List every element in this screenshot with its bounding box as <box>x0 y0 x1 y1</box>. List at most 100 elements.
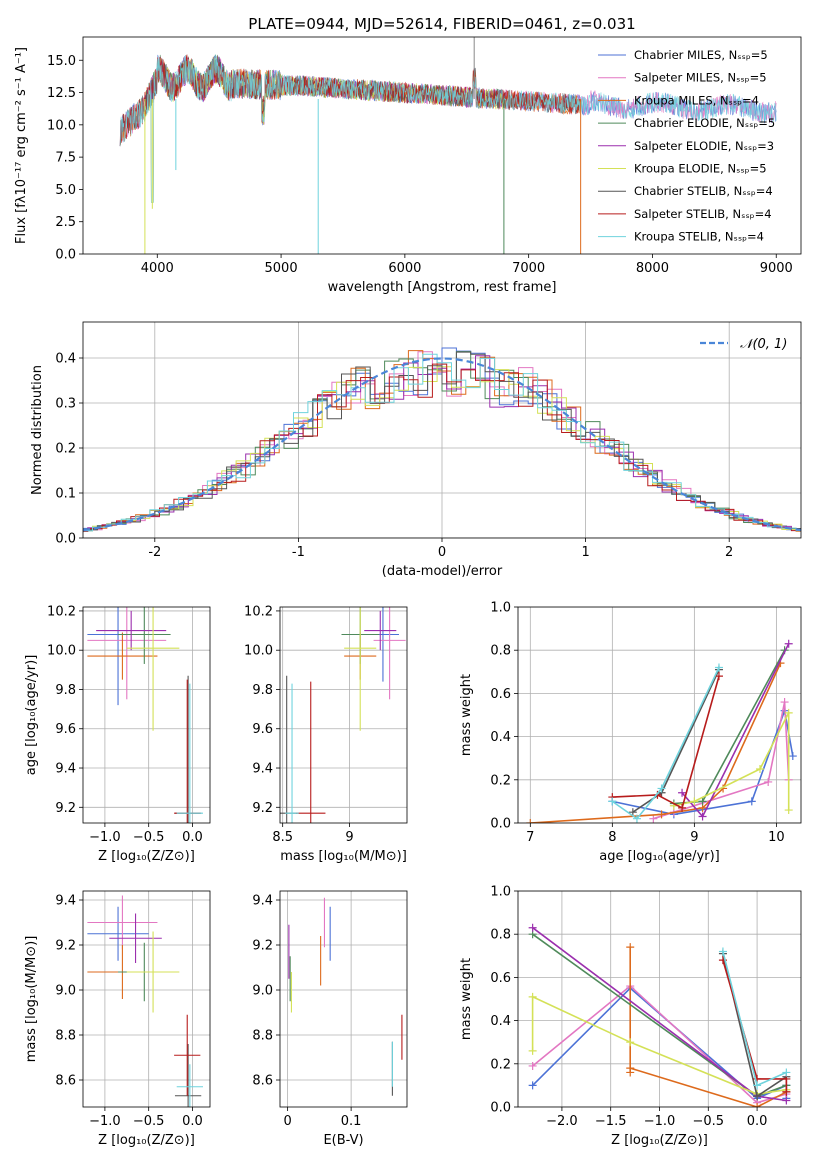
y-axis-label: mass [log₁₀(M/M⊙)] <box>24 936 39 1063</box>
y-tick-label: 9.4 <box>55 762 76 777</box>
weight-marker <box>649 814 658 823</box>
y-axis-label: Normed distribution <box>30 365 45 495</box>
weight-marker <box>782 1068 791 1077</box>
x-tick-label: −1.0 <box>89 830 121 845</box>
chart-residuals: -2 -1 0 1 2 0.0 0.1 0.2 0.3 0.4 (data-model)/error… <box>30 321 802 579</box>
weight-marker <box>626 943 635 952</box>
y-tick-label: 9.2 <box>252 939 273 954</box>
y-tick-label: 0.2 <box>55 442 76 457</box>
y-tick-label: 9.2 <box>55 939 76 954</box>
x-tick-label: 0.1 <box>341 1114 362 1129</box>
x-axis-label: E(B-V) <box>323 1133 363 1148</box>
plot-area <box>83 607 210 823</box>
y-tick-label: 9.4 <box>252 762 273 777</box>
weight-line <box>632 669 720 813</box>
y-tick-label: 0.0 <box>55 532 76 547</box>
x-tick-label: -1 <box>292 545 305 560</box>
chart-age_vs_Z: −1.0 −0.5 0.0 9.2 9.4 9.6 9.8 10.0 10.2 Z [log₁₀(… <box>24 604 211 864</box>
x-tick-label: 9000 <box>760 261 793 276</box>
weight-marker <box>788 752 797 761</box>
x-tick-label: 4000 <box>141 261 174 276</box>
axes-frame <box>279 890 408 1108</box>
y-tick-label: 0.0 <box>490 1101 511 1116</box>
y-tick-label: 0.8 <box>490 644 511 659</box>
weight-marker <box>632 814 641 823</box>
x-tick-label: 8000 <box>636 261 669 276</box>
y-tick-label: 0.4 <box>490 730 511 745</box>
legend-entry: Salpeter ELODIE, Nₛₛₚ=3 <box>634 139 774 153</box>
legend-entry: Chabrier MILES, Nₛₛₚ=5 <box>634 48 768 62</box>
chart-mass_vs_ebv: 0 0.1 8.6 8.8 9.0 9.2 9.4 E(B-V) <box>252 890 408 1148</box>
plot-area <box>518 607 801 823</box>
y-tick-label: 9.4 <box>252 894 273 909</box>
weight-line <box>722 959 788 1092</box>
histogram-step <box>83 366 801 532</box>
legend: Chabrier MILES, Nₛₛₚ=5 Salpeter MILES, Nₛ… <box>598 48 775 244</box>
weight-marker <box>714 663 723 672</box>
x-tick-label: −2.0 <box>546 1114 578 1129</box>
chart-weight_vs_Z: −2.0 −1.5 −1.0 −0.5 0.0 0.0 0.2 0.4 0.6 0.8 1.0 Z [… <box>459 885 802 1148</box>
x-axis-label: (data-model)/error <box>382 564 503 579</box>
y-tick-label: 10.2 <box>47 604 76 619</box>
x-tick-label: −1.0 <box>89 1114 121 1129</box>
axes-frame <box>82 321 802 539</box>
y-tick-label: 7.5 <box>55 151 76 166</box>
plot-area <box>83 322 801 538</box>
x-tick-label: 8.5 <box>272 830 293 845</box>
weight-marker <box>626 1038 635 1047</box>
chart-age_vs_mass: 8.5 9 9.2 9.4 9.6 9.8 10.0 10.2 mass [log₁₀(M/M⊙… <box>244 604 408 864</box>
y-tick-label: 0.3 <box>55 397 76 412</box>
y-tick-label: 9.0 <box>252 984 273 999</box>
weight-marker <box>698 797 707 806</box>
x-tick-label: −0.5 <box>133 1114 165 1129</box>
y-tick-label: 0.2 <box>490 773 511 788</box>
y-tick-label: 0.8 <box>490 928 511 943</box>
legend-entry: Kroupa ELODIE, Nₛₛₚ=5 <box>634 162 767 176</box>
weight-marker <box>626 1064 635 1073</box>
histogram-step <box>83 353 801 532</box>
weight-marker <box>784 639 793 648</box>
y-tick-label: 0.0 <box>490 817 511 832</box>
chart-spectrum: 4000 5000 6000 7000 8000 9000 0.0 2.5 5.0 7.5 10.0… <box>14 15 802 295</box>
weight-marker <box>528 1081 537 1090</box>
y-tick-label: 10.2 <box>244 604 273 619</box>
y-tick-label: 0.0 <box>55 248 76 263</box>
weight-marker <box>608 797 617 806</box>
x-tick-label: 1 <box>581 545 589 560</box>
x-tick-label: 9 <box>690 830 698 845</box>
y-tick-label: 9.6 <box>55 722 76 737</box>
y-tick-label: 0.4 <box>55 352 76 367</box>
weight-marker <box>753 1103 762 1107</box>
axes-frame <box>517 606 802 824</box>
y-tick-label: 8.6 <box>55 1074 76 1089</box>
x-axis-label: age [log₁₀(age/yr)] <box>599 849 720 864</box>
weight-marker <box>753 1092 762 1101</box>
legend-entry: 𝒩(0, 1) <box>740 337 787 352</box>
weight-marker <box>628 808 637 817</box>
x-tick-label: 7 <box>526 830 534 845</box>
x-tick-label: −1.0 <box>644 1114 676 1129</box>
y-tick-label: 9.8 <box>252 683 273 698</box>
weight-marker <box>528 992 537 1001</box>
x-tick-label: −0.5 <box>133 830 165 845</box>
y-tick-label: 9.6 <box>252 722 273 737</box>
y-axis-label: Flux [fλ10⁻¹⁷ erg cm⁻² s⁻¹ A⁻¹] <box>14 47 29 244</box>
y-tick-label: 8.8 <box>55 1029 76 1044</box>
y-tick-label: 0.6 <box>490 971 511 986</box>
y-tick-label: 9.8 <box>55 683 76 698</box>
y-tick-label: 0.6 <box>490 687 511 702</box>
weight-marker <box>782 1096 791 1105</box>
weight-marker <box>780 698 789 707</box>
y-axis-label: age [log₁₀(age/yr)] <box>24 655 39 776</box>
y-axis-label: mass weight <box>459 958 474 1040</box>
y-axis-label: mass weight <box>459 674 474 756</box>
chart-weight_vs_age: 7 8 9 10 0.0 0.2 0.4 0.6 0.8 1.0 age [log₁₀(age/yr… <box>459 601 802 864</box>
x-tick-label: -2 <box>148 545 161 560</box>
x-tick-label: 10 <box>768 830 785 845</box>
weight-marker <box>678 788 687 797</box>
weight-marker <box>784 806 793 815</box>
axes-frame <box>82 606 211 824</box>
axes-frame <box>82 890 211 1108</box>
weight-line <box>681 643 790 818</box>
